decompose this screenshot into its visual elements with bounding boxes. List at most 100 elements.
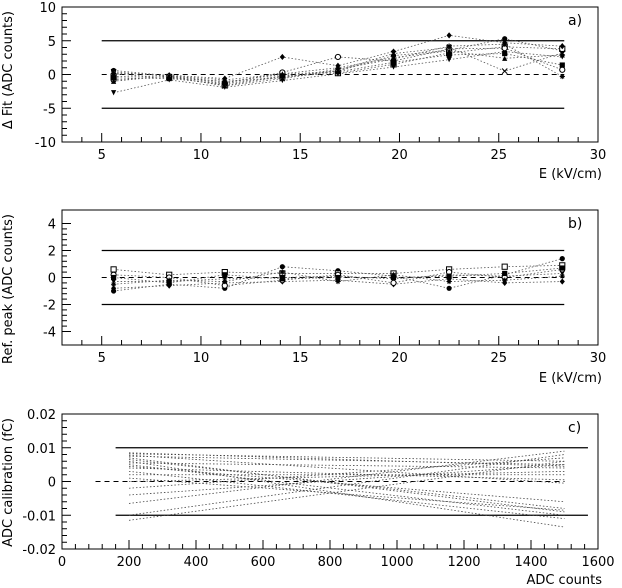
data-point bbox=[390, 279, 397, 286]
data-point bbox=[111, 278, 117, 285]
data-point bbox=[501, 68, 508, 75]
data-point bbox=[279, 53, 285, 61]
y-tick-label: 10 bbox=[39, 1, 56, 16]
data-point bbox=[446, 285, 452, 291]
data-point bbox=[335, 278, 341, 285]
y-tick-label: 0 bbox=[48, 476, 56, 491]
data-point bbox=[110, 266, 117, 273]
x-tick-label: 20 bbox=[391, 351, 408, 366]
data-point bbox=[446, 43, 452, 49]
calibration-line bbox=[128, 453, 565, 462]
x-tick-label: 1200 bbox=[447, 555, 480, 570]
y-tick-label: 0 bbox=[48, 272, 56, 287]
data-point bbox=[111, 75, 117, 81]
data-point bbox=[279, 71, 285, 77]
calibration-line bbox=[128, 470, 565, 482]
series-line bbox=[113, 47, 563, 87]
data-point bbox=[502, 55, 508, 61]
x-tick-label: 5 bbox=[98, 148, 106, 163]
data-point bbox=[559, 49, 566, 56]
data-point bbox=[559, 256, 565, 262]
data-point bbox=[559, 278, 565, 285]
data-point bbox=[335, 274, 341, 281]
data-point bbox=[390, 274, 397, 281]
y-tick-label: 4 bbox=[48, 218, 56, 233]
data-point bbox=[166, 282, 172, 289]
data-point bbox=[334, 67, 341, 74]
y-tick-label: 5 bbox=[48, 35, 56, 50]
y-axis-label: ADC calibration (fC) bbox=[1, 418, 16, 547]
data-point bbox=[559, 265, 565, 271]
x-tick-label: 10 bbox=[193, 148, 210, 163]
data-point bbox=[222, 81, 228, 87]
data-point bbox=[390, 64, 397, 70]
data-point bbox=[222, 77, 228, 83]
data-point bbox=[111, 274, 117, 281]
y-axis-label: Ref. peak (ADC counts) bbox=[1, 214, 16, 364]
data-point bbox=[111, 71, 117, 77]
data-point bbox=[334, 53, 342, 61]
x-tick-label: 25 bbox=[490, 148, 507, 163]
data-point bbox=[390, 272, 397, 278]
data-point bbox=[111, 90, 117, 96]
calibration-line bbox=[128, 477, 565, 511]
data-point bbox=[222, 272, 228, 278]
series-line bbox=[113, 271, 563, 285]
series-line bbox=[113, 34, 563, 79]
y-tick-label: -0.02 bbox=[22, 543, 56, 558]
panel-a: 5 10 15 20 25 30 -10 -5 0 5 10 a) E (kV/cm) Δ Fit (AD… bbox=[1, 1, 606, 182]
x-tick-label: 200 bbox=[117, 555, 142, 570]
data-point bbox=[166, 75, 172, 82]
x-tick-label: 800 bbox=[318, 555, 343, 570]
y-axis-label: Δ Fit (ADC counts) bbox=[1, 11, 16, 129]
calibration-line bbox=[128, 465, 565, 503]
calibration-line bbox=[128, 459, 565, 509]
calibration-line bbox=[128, 457, 565, 513]
data-point bbox=[501, 263, 508, 270]
x-tick-label: 1400 bbox=[514, 555, 547, 570]
data-point bbox=[559, 62, 565, 68]
data-point bbox=[110, 68, 117, 75]
x-tick-label: 1000 bbox=[380, 555, 413, 570]
data-point bbox=[390, 55, 397, 61]
data-point bbox=[166, 280, 172, 286]
data-point bbox=[559, 52, 565, 58]
calibration-line bbox=[128, 450, 565, 504]
y-tick-label: -10 bbox=[35, 136, 56, 151]
data-point bbox=[446, 52, 452, 58]
x-axis-label: E (kV/cm) bbox=[539, 167, 602, 182]
data-point bbox=[559, 66, 566, 73]
x-tick-label: 400 bbox=[184, 555, 209, 570]
x-tick-label: 1600 bbox=[581, 555, 614, 570]
calibration-line bbox=[128, 464, 565, 496]
calibration-line bbox=[128, 454, 565, 516]
calibration-line bbox=[128, 455, 565, 466]
y-tick-label: -2 bbox=[43, 299, 56, 314]
data-point bbox=[502, 50, 508, 57]
x-tick-label: 15 bbox=[292, 148, 309, 163]
x-tick-label: 5 bbox=[98, 351, 106, 366]
x-axis-label: E (kV/cm) bbox=[539, 371, 602, 386]
data-point bbox=[390, 59, 397, 65]
data-point bbox=[279, 75, 286, 82]
x-tick-label: 10 bbox=[193, 351, 210, 366]
data-point bbox=[446, 57, 452, 63]
x-tick-label: 30 bbox=[590, 148, 607, 163]
data-point bbox=[166, 73, 173, 80]
data-point bbox=[279, 276, 285, 282]
data-point bbox=[502, 277, 508, 283]
x-tick-label: 25 bbox=[490, 351, 507, 366]
calibration-line bbox=[128, 467, 565, 481]
panel-label: b) bbox=[568, 216, 582, 232]
x-tick-label: 20 bbox=[391, 148, 408, 163]
data-point bbox=[446, 278, 452, 285]
panel-b: 5 10 15 20 25 30 -4 -2 0 2 4 b) E (kV/cm) Ref. peak (… bbox=[1, 209, 607, 386]
data-point bbox=[502, 36, 508, 42]
data-point bbox=[502, 41, 508, 47]
x-tick-label: 600 bbox=[251, 555, 276, 570]
x-tick-label: 30 bbox=[590, 351, 607, 366]
data-point bbox=[166, 277, 172, 283]
data-point bbox=[222, 278, 228, 285]
x-axis-label: ADC counts bbox=[526, 573, 602, 588]
